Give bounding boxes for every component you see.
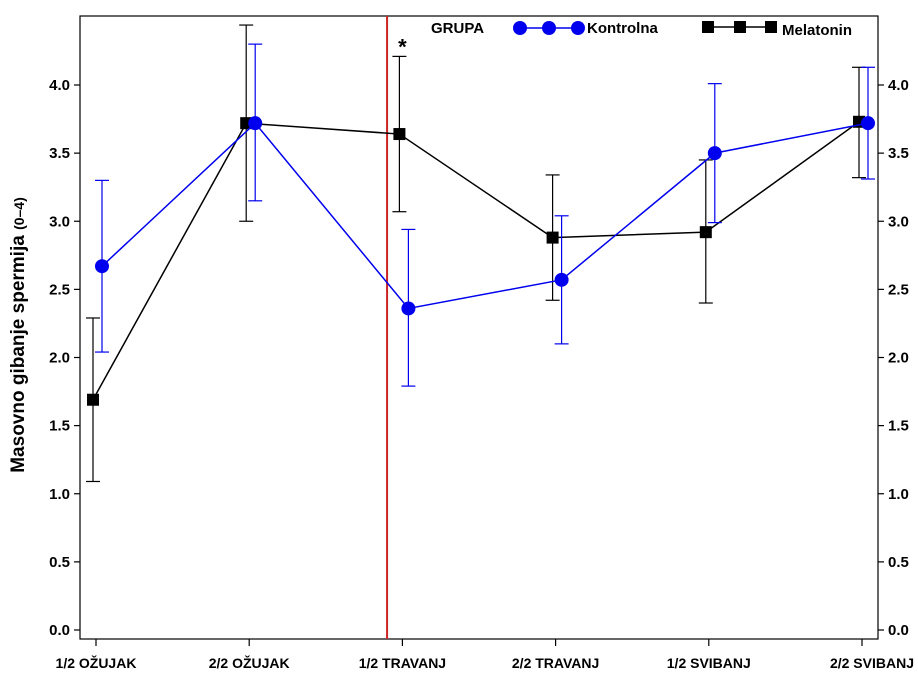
data-point [554, 272, 569, 287]
y-tick-label-left: 3.5 [49, 145, 70, 162]
data-point [248, 116, 263, 131]
y-axis-label: Masovno gibanje spermija (0–4) [8, 197, 29, 473]
legend-title: GRUPA [431, 20, 484, 37]
series-kontrolna [95, 43, 875, 387]
legend-label-melatonin: Melatonin [782, 22, 852, 39]
legend-label-kontrolna: Kontrolna [587, 20, 658, 37]
data-point [699, 226, 712, 239]
y-tick-label-right: 1.0 [888, 486, 909, 503]
series-layer [86, 24, 875, 483]
y-tick-label-right: 1.5 [888, 418, 909, 435]
x-tick-label: 1/2 OŽUJAK [56, 654, 137, 671]
y-axis-label-main: Masovno gibanje spermija [8, 230, 29, 473]
y-tick-label-left: 4.0 [49, 77, 70, 94]
series-melatonin [86, 24, 866, 483]
data-point [240, 117, 253, 130]
x-tick-label: 1/2 SVIBANJ [667, 655, 751, 671]
y-axis-label-range: (0–4) [11, 197, 27, 230]
y-tick-label-left: 0.5 [49, 554, 70, 571]
significance-asterisk: * [398, 35, 407, 60]
data-point [707, 146, 722, 161]
x-tick-label: 2/2 TRAVANJ [512, 655, 599, 671]
y-tick-label-left: 2.0 [49, 350, 70, 367]
legend-marker-melatonin [765, 21, 777, 33]
y-tick-label-right: 2.5 [888, 281, 909, 298]
data-point [861, 116, 875, 131]
legend-marker-kontrolna [513, 21, 527, 35]
data-point [95, 259, 109, 274]
data-point [87, 393, 99, 406]
legend-marker-kontrolna [571, 21, 585, 35]
legend-marker-melatonin [734, 21, 746, 33]
y-tick-label-left: 0.0 [49, 622, 70, 639]
axes: 0.0 0.0 0.5 0.5 1.0 1.0 1.5 1.5 2.0 2.0 2.5 2.5 3.0 3… [8, 15, 914, 671]
y-tick-label-left: 1.0 [49, 486, 70, 503]
x-tick-label: 2/2 SVIBANJ [830, 655, 914, 671]
y-tick-label-right: 3.0 [888, 213, 909, 230]
x-tick-label: 2/2 OŽUJAK [209, 654, 290, 671]
y-tick-label-right: 4.0 [888, 77, 909, 94]
plot-frame [79, 15, 879, 640]
y-tick-label-right: 0.5 [888, 554, 909, 571]
series-line-melatonin [92, 121, 860, 401]
data-point [546, 231, 559, 244]
data-point [393, 128, 406, 141]
legend: GRUPA Kontrolna Melatonin [431, 20, 852, 39]
legend-marker-melatonin [702, 21, 714, 33]
series-line-kontrolna [101, 122, 869, 310]
y-tick-label-left: 1.5 [49, 418, 70, 435]
y-tick-label-right: 2.0 [888, 350, 909, 367]
data-point [401, 301, 416, 316]
y-tick-label-right: 3.5 [888, 145, 909, 162]
legend-marker-kontrolna [542, 21, 556, 35]
y-tick-label-left: 3.0 [49, 213, 70, 230]
y-tick-label-left: 2.5 [49, 281, 70, 298]
x-tick-label: 1/2 TRAVANJ [359, 655, 446, 671]
labels-layer: * [398, 35, 407, 60]
y-tick-label-right: 0.0 [888, 622, 909, 639]
